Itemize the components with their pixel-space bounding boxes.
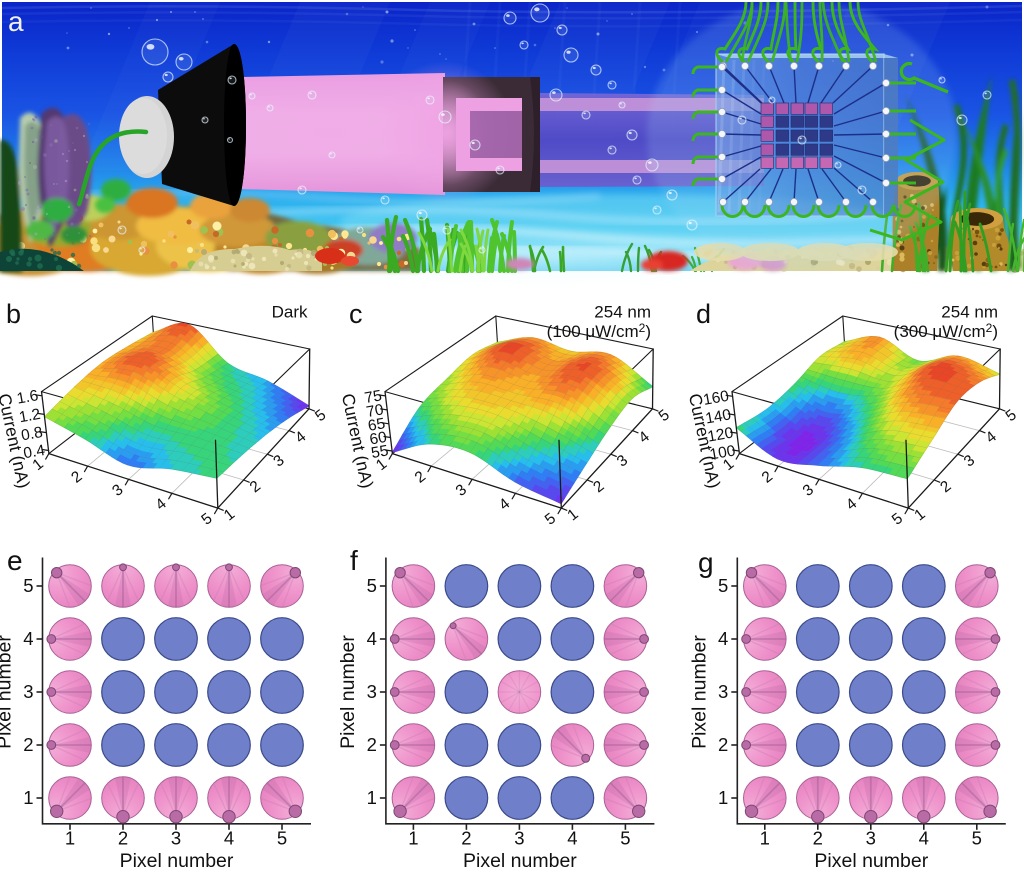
- svg-text:65: 65: [367, 415, 387, 435]
- svg-text:1: 1: [65, 827, 75, 848]
- svg-text:Pixel number: Pixel number: [814, 850, 928, 872]
- svg-text:2: 2: [461, 827, 471, 848]
- svg-text:4: 4: [23, 628, 33, 649]
- svg-text:3: 3: [514, 827, 524, 848]
- svg-text:5: 5: [972, 827, 982, 848]
- svg-text:4: 4: [718, 628, 728, 649]
- svg-text:254 nm: 254 nm: [594, 303, 651, 322]
- svg-text:1: 1: [718, 787, 728, 808]
- svg-text:3: 3: [718, 681, 728, 702]
- svg-text:1: 1: [367, 787, 377, 808]
- svg-text:Dark: Dark: [272, 303, 308, 322]
- svg-text:5: 5: [620, 827, 630, 848]
- svg-text:0.8: 0.8: [20, 424, 44, 444]
- svg-text:1.6: 1.6: [16, 387, 40, 407]
- svg-text:3: 3: [866, 827, 876, 848]
- svg-text:g: g: [698, 547, 714, 578]
- svg-text:1: 1: [23, 787, 33, 808]
- svg-text:5: 5: [718, 575, 728, 596]
- svg-text:Pixel number: Pixel number: [120, 850, 234, 872]
- svg-text:120: 120: [706, 424, 735, 445]
- svg-text:d: d: [696, 299, 711, 329]
- svg-text:160: 160: [702, 388, 731, 409]
- svg-text:254 nm: 254 nm: [941, 303, 998, 322]
- svg-text:(300 μW/cm2): (300 μW/cm2): [894, 321, 998, 341]
- svg-text:70: 70: [365, 401, 385, 421]
- svg-text:5: 5: [367, 575, 377, 596]
- svg-text:1: 1: [408, 827, 418, 848]
- svg-text:1: 1: [760, 827, 770, 848]
- svg-text:140: 140: [704, 406, 733, 427]
- svg-text:4: 4: [567, 827, 577, 848]
- svg-text:a: a: [8, 6, 24, 37]
- svg-text:(100 μW/cm2): (100 μW/cm2): [547, 321, 651, 341]
- svg-text:5: 5: [277, 827, 287, 848]
- svg-text:2: 2: [813, 827, 823, 848]
- svg-text:4: 4: [367, 628, 377, 649]
- svg-text:4: 4: [224, 827, 234, 848]
- svg-text:1.2: 1.2: [18, 406, 42, 426]
- svg-text:2: 2: [718, 734, 728, 755]
- svg-text:75: 75: [363, 387, 383, 407]
- svg-text:3: 3: [23, 681, 33, 702]
- svg-text:c: c: [349, 299, 363, 329]
- svg-text:60: 60: [368, 429, 388, 449]
- svg-text:4: 4: [919, 827, 929, 848]
- svg-text:2: 2: [118, 827, 128, 848]
- svg-text:3: 3: [171, 827, 181, 848]
- svg-text:3: 3: [367, 681, 377, 702]
- svg-text:5: 5: [23, 575, 33, 596]
- svg-text:100: 100: [708, 442, 737, 463]
- svg-text:e: e: [7, 545, 23, 576]
- svg-text:2: 2: [367, 734, 377, 755]
- svg-text:0.4: 0.4: [22, 442, 47, 463]
- svg-text:55: 55: [370, 442, 390, 462]
- svg-text:2: 2: [23, 734, 33, 755]
- svg-text:Pixel number: Pixel number: [0, 635, 16, 749]
- svg-text:f: f: [350, 545, 358, 576]
- svg-text:Pixel number: Pixel number: [337, 635, 359, 749]
- svg-text:Pixel number: Pixel number: [463, 850, 577, 872]
- svg-text:Pixel number: Pixel number: [688, 635, 710, 749]
- svg-text:b: b: [6, 299, 21, 329]
